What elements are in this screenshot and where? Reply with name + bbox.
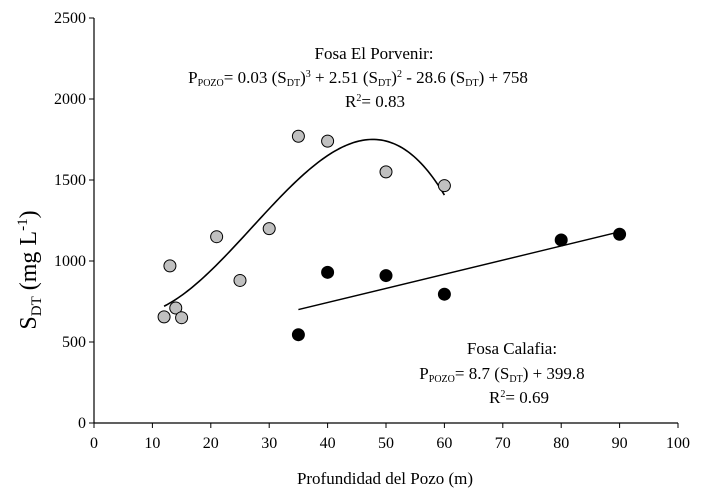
x-tick-label: 60 <box>436 435 452 452</box>
y-tick-label: 2500 <box>54 10 86 27</box>
x-tick-label: 20 <box>203 435 219 452</box>
x-tick-label: 50 <box>378 435 394 452</box>
y-axis-title-close: ) <box>16 210 42 218</box>
calafia-eq-lhs: P <box>419 364 428 383</box>
porvenir-eq-minus: - 28.6 (S <box>402 68 465 87</box>
porvenir-name: Fosa El Porvenir: <box>315 44 434 63</box>
porvenir-r2-base: R <box>345 92 357 111</box>
data-points <box>157 129 627 342</box>
x-tick-label: 80 <box>553 435 569 452</box>
data-point-series-0 <box>321 134 335 148</box>
y-tick-label: 1500 <box>54 172 86 189</box>
porvenir-eq-t3-close: ) + 758 <box>479 68 528 87</box>
x-tick-label: 90 <box>612 435 628 452</box>
data-point-series-1 <box>554 233 568 247</box>
data-point-series-1 <box>613 227 627 241</box>
fit-lines <box>163 138 620 311</box>
y-axis-title-rest: (mg L <box>16 231 42 296</box>
calafia-r2-sup: 2 <box>500 389 505 400</box>
porvenir-eq-t1-sub: DT <box>287 78 300 89</box>
porvenir-eq-t2-sup: 2 <box>397 69 402 80</box>
calafia-r2-base: R <box>489 388 501 407</box>
porvenir-eq-plus1: + 2.51 (S <box>311 68 378 87</box>
data-point-series-0 <box>233 273 247 287</box>
calafia-r2-value: = 0.69 <box>505 388 549 407</box>
x-tick-label: 70 <box>495 435 511 452</box>
data-point-series-1 <box>291 328 305 342</box>
porvenir-eq-t2-close: ) <box>391 68 397 87</box>
data-point-series-0 <box>262 222 276 236</box>
data-point-series-1 <box>379 269 393 283</box>
porvenir-eq-t1-close: ) <box>300 68 306 87</box>
calafia-r2: R2= 0.69 <box>489 388 549 407</box>
porvenir-r2-value: = 0.83 <box>361 92 405 111</box>
calafia-eq-t1-close: ) + 399.8 <box>523 364 585 383</box>
x-tick-label: 100 <box>666 435 690 452</box>
annotation-calafia: Fosa Calafia: PPOZO= 8.7 (SDT) + 399.8 R… <box>419 339 584 407</box>
y-tick-label: 0 <box>78 415 86 432</box>
data-point-series-0 <box>157 310 171 324</box>
porvenir-eq-lhs: P <box>188 68 197 87</box>
calafia-equation: PPOZO= 8.7 (SDT) + 399.8 <box>419 364 584 385</box>
porvenir-r2-sup: 2 <box>356 93 361 104</box>
porvenir-equation: PPOZO= 0.03 (SDT)3 + 2.51 (SDT)2 - 28.6 … <box>188 68 528 89</box>
calafia-name: Fosa Calafia: <box>467 339 557 358</box>
porvenir-eq-t2-sub: DT <box>378 78 391 89</box>
data-point-series-0 <box>175 311 189 325</box>
x-tick-label: 10 <box>144 435 160 452</box>
calafia-eq-eq: = 8.7 (S <box>455 364 509 383</box>
data-point-series-0 <box>437 179 451 193</box>
x-tick-label: 0 <box>90 435 98 452</box>
calafia-eq-t1-sub: DT <box>509 374 522 385</box>
porvenir-eq-lhs-sub: POZO <box>198 78 224 89</box>
data-point-series-0 <box>210 230 224 244</box>
data-point-series-0 <box>169 301 183 315</box>
y-tick-label: 1000 <box>54 253 86 270</box>
data-point-series-0 <box>291 129 305 143</box>
porvenir-r2: R2= 0.83 <box>345 92 405 111</box>
data-point-series-0 <box>163 259 177 273</box>
x-tick-label: 40 <box>320 435 336 452</box>
data-point-series-1 <box>437 287 451 301</box>
annotation-porvenir: Fosa El Porvenir: PPOZO= 0.03 (SDT)3 + 2… <box>188 44 528 111</box>
ticks: 0 10 20 30 40 50 60 70 80 90 100050010001500200025… <box>54 10 690 452</box>
porvenir-eq-t3-sub: DT <box>465 78 478 89</box>
x-axis-title: Profundidad del Pozo (m) <box>297 469 473 488</box>
y-axis-title-sup: -1 <box>15 218 31 231</box>
porvenir-eq-t1-sup: 3 <box>306 69 311 80</box>
y-axis-title: SDT (mg L-1) <box>15 210 45 329</box>
y-tick-label: 2000 <box>54 91 86 108</box>
y-axis-title-base: S <box>16 316 42 329</box>
fit-line-series-1 <box>298 231 620 311</box>
calafia-eq-lhs-sub: POZO <box>429 374 455 385</box>
data-point-series-0 <box>379 165 393 179</box>
porvenir-eq-eq: = 0.03 (S <box>224 68 287 87</box>
y-tick-label: 500 <box>62 334 86 351</box>
fit-curve-series-0 <box>163 138 446 307</box>
data-point-series-1 <box>321 265 335 279</box>
x-tick-label: 30 <box>261 435 277 452</box>
y-axis-title-sub: DT <box>29 296 45 316</box>
